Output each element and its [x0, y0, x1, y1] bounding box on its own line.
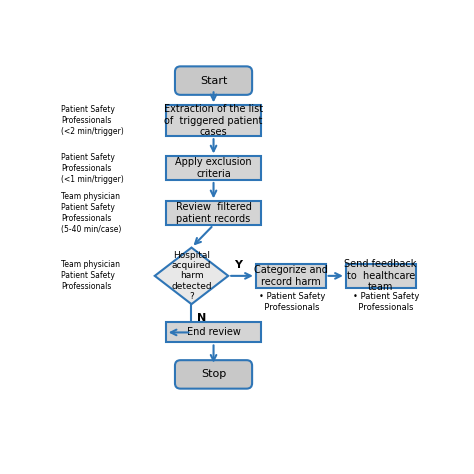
Text: Review  filtered
patient records: Review filtered patient records [175, 202, 252, 224]
Text: Send feedback
to  healthcare
team: Send feedback to healthcare team [345, 259, 417, 292]
Text: Patient Safety
Professionals
(<2 min/trigger): Patient Safety Professionals (<2 min/tri… [61, 105, 124, 137]
Text: Stop: Stop [201, 369, 226, 379]
Text: Y: Y [234, 260, 242, 270]
Text: Start: Start [200, 76, 227, 86]
Text: Apply exclusion
criteria: Apply exclusion criteria [175, 157, 252, 179]
FancyBboxPatch shape [346, 264, 416, 288]
Text: • Patient Safety
  Professionals: • Patient Safety Professionals [353, 292, 419, 312]
FancyBboxPatch shape [166, 105, 261, 136]
FancyBboxPatch shape [175, 360, 252, 389]
FancyBboxPatch shape [166, 201, 261, 225]
Text: Team physician
Patient Safety
Professionals: Team physician Patient Safety Profession… [61, 260, 120, 292]
FancyBboxPatch shape [166, 322, 261, 343]
Text: Categorize and
record harm: Categorize and record harm [254, 265, 328, 287]
FancyBboxPatch shape [256, 264, 326, 288]
Polygon shape [155, 247, 228, 304]
Text: Extraction of the list
of  triggered patient
cases: Extraction of the list of triggered pati… [164, 104, 263, 137]
Text: • Patient Safety
  Professionals: • Patient Safety Professionals [259, 292, 326, 312]
FancyBboxPatch shape [175, 66, 252, 95]
Text: Team physician
Patient Safety
Professionals
(5-40 min/case): Team physician Patient Safety Profession… [61, 192, 121, 234]
Text: Hospital
acquired
harm
detected
?: Hospital acquired harm detected ? [171, 251, 212, 301]
FancyBboxPatch shape [166, 156, 261, 180]
Text: End review: End review [187, 328, 240, 337]
Text: Patient Safety
Professionals
(<1 min/trigger): Patient Safety Professionals (<1 min/tri… [61, 153, 124, 184]
Text: N: N [197, 313, 206, 323]
